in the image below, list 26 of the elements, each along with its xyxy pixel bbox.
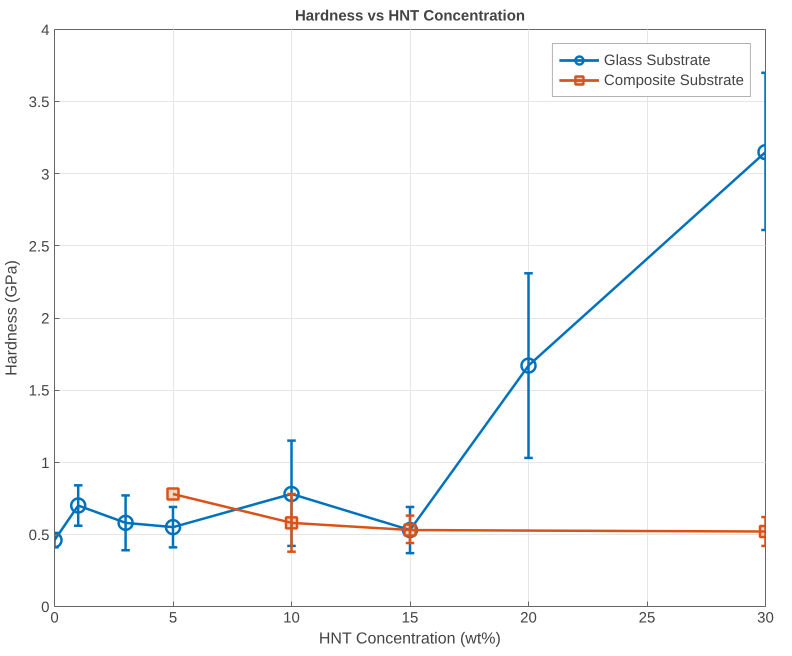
y-tick-label: 2 [41, 310, 50, 328]
y-tick-label: 3 [41, 166, 50, 184]
y-tick-label: 1.5 [28, 382, 50, 400]
y-tick-label: 3.5 [28, 94, 50, 112]
y-tick-label: 2.5 [28, 238, 50, 256]
x-tick-label: 25 [638, 610, 656, 626]
x-tick-label: 10 [283, 610, 300, 626]
chart-title: Hardness vs HNT Concentration [294, 8, 526, 24]
y-tick-label: 0.5 [28, 526, 50, 544]
point [117, 514, 134, 532]
y-tick-label: 1 [41, 454, 50, 472]
point [70, 497, 86, 514]
x-tick-label: 5 [168, 610, 178, 626]
y-axis-title: Hardness (GPa) [4, 260, 21, 376]
y-tick-label: 4 [41, 22, 50, 39]
x-tick-label: 20 [520, 610, 537, 626]
point [166, 487, 180, 501]
x-tick-label: 15 [402, 610, 418, 626]
legend-label: Composite Substrate [604, 72, 744, 88]
x-tick-label: 30 [757, 610, 774, 626]
x-axis-title: HNT Concentration (wt%) [318, 630, 501, 648]
point [164, 518, 182, 536]
y-tick-label: 0 [41, 599, 50, 616]
legend-label: Glass Substrate [604, 52, 711, 68]
point [284, 516, 298, 530]
point [283, 486, 300, 502]
